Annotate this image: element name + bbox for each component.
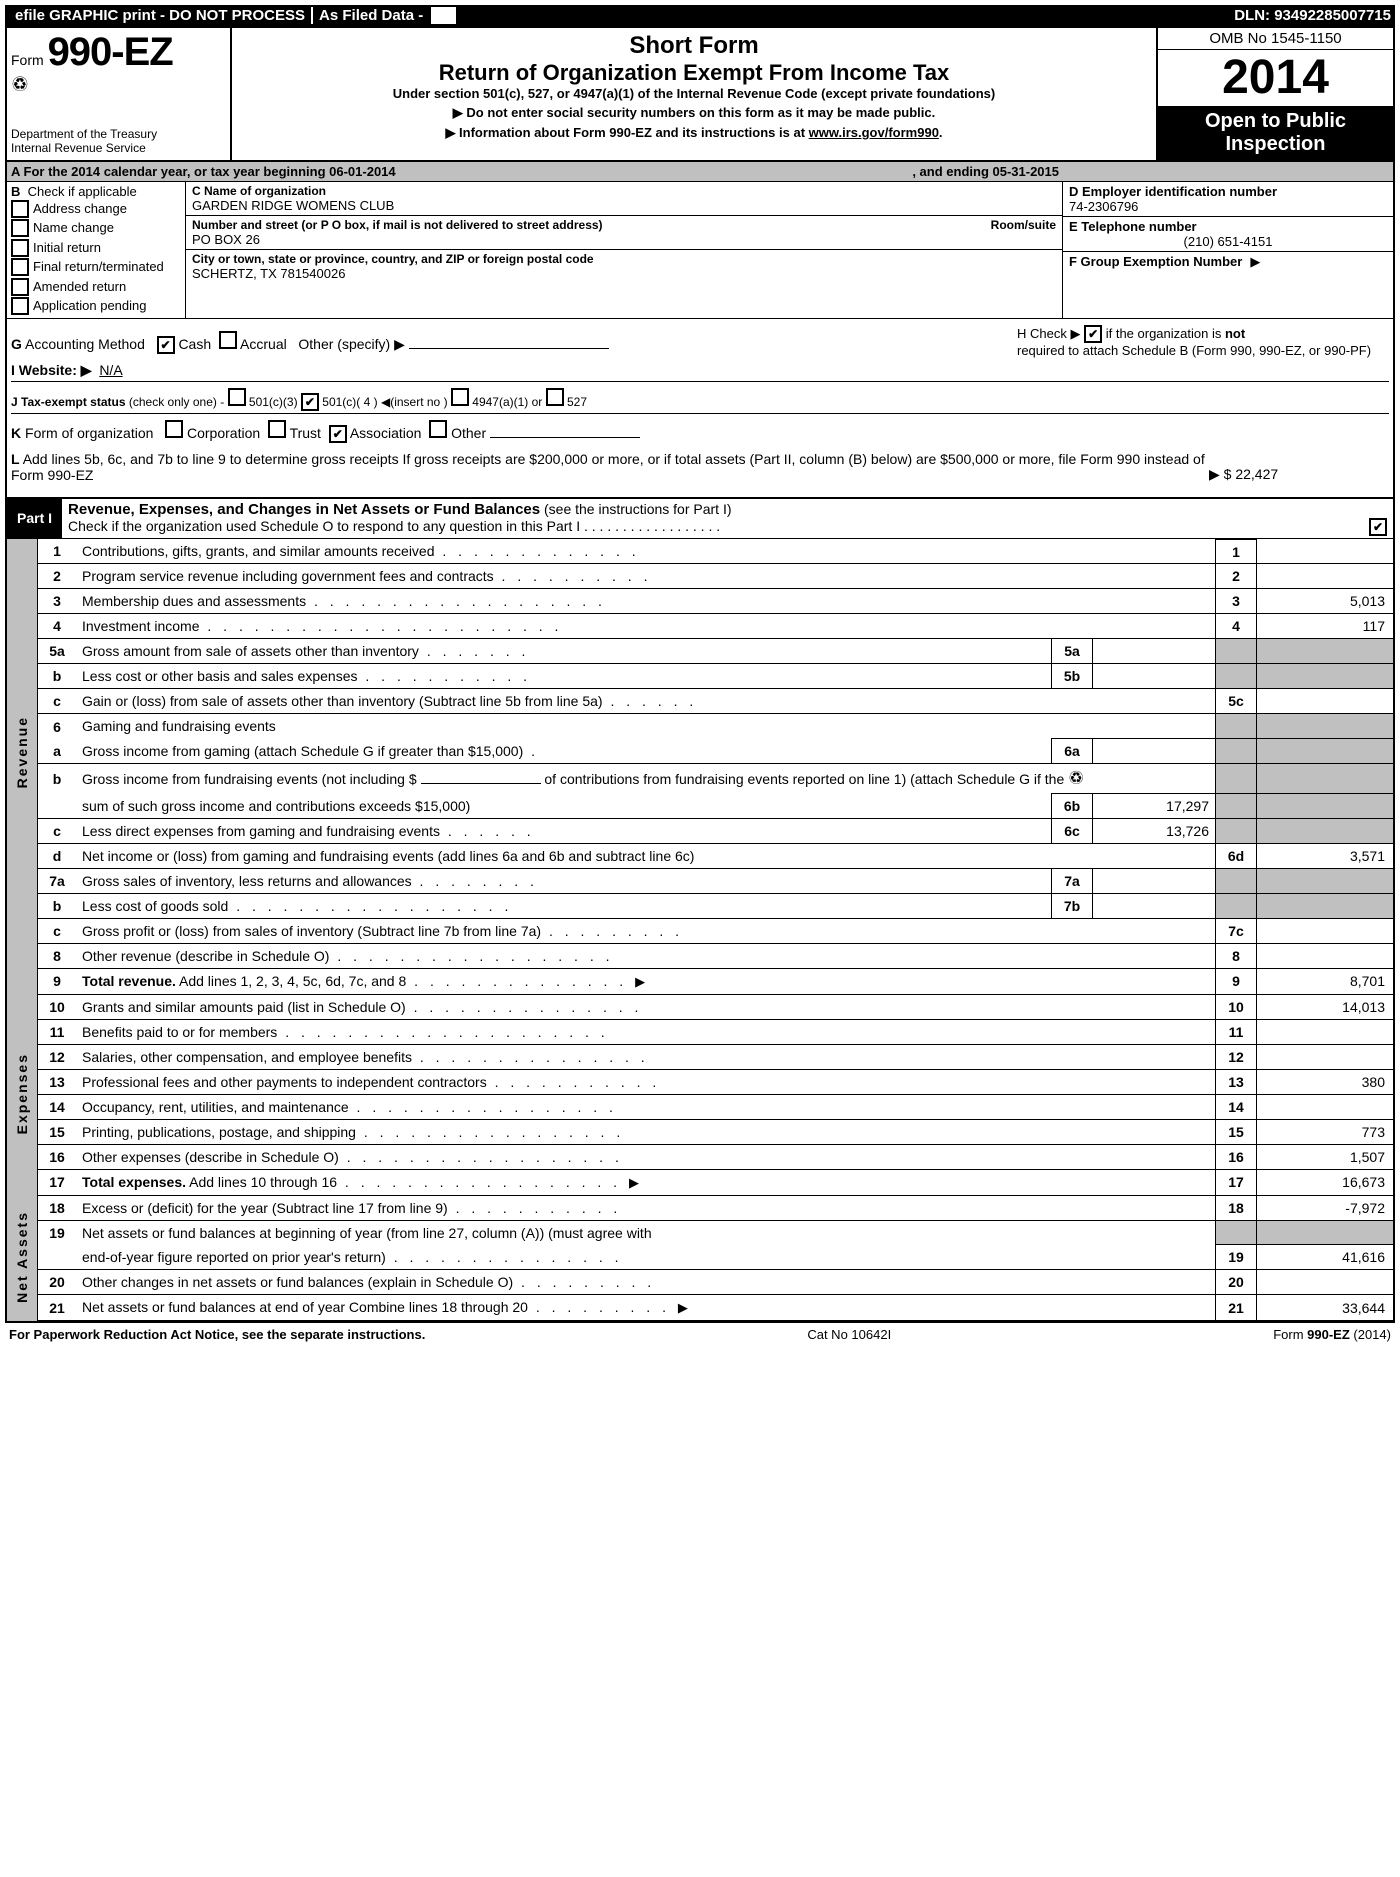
netassets-label: Net Assets bbox=[14, 1211, 30, 1303]
org-name: GARDEN RIDGE WOMENS CLUB bbox=[192, 198, 1056, 213]
line-k-form-org: K Form of organization Corporation Trust… bbox=[11, 420, 1389, 445]
irs-link[interactable]: www.irs.gov/form990 bbox=[809, 125, 939, 140]
line-4: 4 Investment income . . . . . . . . . . … bbox=[7, 614, 1393, 639]
cb-application-pending[interactable] bbox=[11, 297, 29, 315]
cb-527[interactable] bbox=[546, 388, 564, 406]
form-number: 990-EZ bbox=[48, 30, 173, 74]
line-7c: c Gross profit or (loss) from sales of i… bbox=[7, 918, 1393, 943]
row-a-tax-year: A For the 2014 calendar year, or tax yea… bbox=[7, 162, 1393, 182]
line-10: Expenses 10 Grants and similar amounts p… bbox=[7, 994, 1393, 1019]
form-frame: Form 990-EZ ♽ Department of the Treasury… bbox=[5, 26, 1395, 1323]
line-12: 12Salaries, other compensation, and empl… bbox=[7, 1044, 1393, 1069]
gross-receipts-value: $ 22,427 bbox=[1224, 466, 1279, 482]
line-5a: 5a Gross amount from sale of assets othe… bbox=[7, 639, 1393, 664]
line-13: 13Professional fees and other payments t… bbox=[7, 1069, 1393, 1094]
cb-schedule-o[interactable]: ✔ bbox=[1369, 518, 1387, 536]
line-l-gross-receipts: L Add lines 5b, 6c, and 7b to line 9 to … bbox=[11, 451, 1389, 485]
open-inspection: Open to Public Inspection bbox=[1158, 106, 1393, 160]
line-6d: d Net income or (loss) from gaming and f… bbox=[7, 843, 1393, 868]
org-street: PO BOX 26 bbox=[192, 232, 1056, 247]
ein-value: 74-2306796 bbox=[1069, 199, 1387, 214]
line-j-tax-status: J Tax-exempt status (check only one) - 5… bbox=[11, 388, 1389, 414]
form-header: Form 990-EZ ♽ Department of the Treasury… bbox=[7, 28, 1393, 162]
dln-label: DLN: 93492285007715 bbox=[1234, 7, 1391, 24]
form-title: Return of Organization Exempt From Incom… bbox=[236, 60, 1152, 86]
top-bar: efile GRAPHIC print - DO NOT PROCESS As … bbox=[5, 5, 1395, 26]
cb-address-change[interactable] bbox=[11, 200, 29, 218]
cb-association[interactable]: ✔ bbox=[329, 425, 347, 443]
revenue-label: Revenue bbox=[14, 716, 30, 788]
part-1-tab: Part I bbox=[7, 499, 62, 538]
line-15: 15Printing, publications, postage, and s… bbox=[7, 1119, 1393, 1144]
cb-h-checked[interactable]: ✔ bbox=[1084, 325, 1102, 343]
cb-trust[interactable] bbox=[268, 420, 286, 438]
line-16: 16Other expenses (describe in Schedule O… bbox=[7, 1144, 1393, 1169]
section-g-to-l: H Check ▶ ✔ if the organization is not r… bbox=[7, 319, 1393, 499]
line-2: 2 Program service revenue including gove… bbox=[7, 564, 1393, 589]
line-6b: b Gross income from fundraising events (… bbox=[7, 763, 1393, 793]
cb-501c3[interactable] bbox=[228, 388, 246, 406]
cb-corporation[interactable] bbox=[165, 420, 183, 438]
line-18: Net Assets 18 Excess or (deficit) for th… bbox=[7, 1195, 1393, 1220]
short-form-title: Short Form bbox=[236, 32, 1152, 60]
tiktok-icon: ♽ bbox=[1068, 768, 1084, 788]
cb-4947[interactable] bbox=[451, 388, 469, 406]
line-5b: b Less cost or other basis and sales exp… bbox=[7, 664, 1393, 689]
line-6: 6 Gaming and fundraising events bbox=[7, 714, 1393, 739]
line-6a: a Gross income from gaming (attach Sched… bbox=[7, 739, 1393, 764]
website-value: N/A bbox=[99, 362, 122, 378]
box-h-schedule-b: H Check ▶ ✔ if the organization is not r… bbox=[1017, 325, 1387, 358]
org-city: SCHERTZ, TX 781540026 bbox=[192, 266, 1056, 281]
form-subtitle: Under section 501(c), 527, or 4947(a)(1)… bbox=[236, 86, 1152, 101]
form-prefix: Form bbox=[11, 52, 44, 68]
line-5c: c Gain or (loss) from sale of assets oth… bbox=[7, 689, 1393, 714]
expenses-label: Expenses bbox=[14, 1053, 30, 1134]
line-19b: end-of-year figure reported on prior yea… bbox=[7, 1245, 1393, 1270]
cb-501c4[interactable]: ✔ bbox=[301, 393, 319, 411]
line-6b-sum: sum of such gross income and contributio… bbox=[7, 793, 1393, 818]
footer-form-ref: Form 990-EZ (2014) bbox=[1273, 1327, 1391, 1342]
line-1: Revenue 1 Contributions, gifts, grants, … bbox=[7, 539, 1393, 564]
cb-amended-return[interactable] bbox=[11, 278, 29, 296]
cb-initial-return[interactable] bbox=[11, 239, 29, 257]
line-9: 9 Total revenue. Add lines 1, 2, 3, 4, 5… bbox=[7, 968, 1393, 994]
cb-other[interactable] bbox=[429, 420, 447, 438]
col-b-checkboxes: B Check if applicable Address change Nam… bbox=[7, 182, 186, 318]
omb-number: OMB No 1545-1150 bbox=[1158, 28, 1393, 50]
col-d-e-f: D Employer identification number 74-2306… bbox=[1063, 182, 1393, 318]
recycle-icon: ♽ bbox=[11, 72, 226, 97]
line-8: 8 Other revenue (describe in Schedule O)… bbox=[7, 943, 1393, 968]
line-17: 17Total expenses. Add lines 10 through 1… bbox=[7, 1169, 1393, 1195]
page-footer: For Paperwork Reduction Act Notice, see … bbox=[5, 1323, 1395, 1346]
part-1-header: Part I Revenue, Expenses, and Changes in… bbox=[7, 499, 1393, 539]
cb-name-change[interactable] bbox=[11, 219, 29, 237]
phone-value: (210) 651-4151 bbox=[1069, 234, 1387, 249]
line-i-website: I Website: ▶ N/A bbox=[11, 362, 1389, 382]
line-20: 20Other changes in net assets or fund ba… bbox=[7, 1270, 1393, 1295]
asfiled-label: As Filed Data - bbox=[313, 7, 462, 24]
efile-label: efile GRAPHIC print - DO NOT PROCESS bbox=[9, 7, 313, 24]
footer-catno: Cat No 10642I bbox=[807, 1327, 891, 1342]
part-1-table: Revenue 1 Contributions, gifts, grants, … bbox=[7, 539, 1393, 1322]
col-c-org-info: C Name of organization GARDEN RIDGE WOME… bbox=[186, 182, 1063, 318]
line-19a: 19 Net assets or fund balances at beginn… bbox=[7, 1220, 1393, 1245]
line-6c: c Less direct expenses from gaming and f… bbox=[7, 818, 1393, 843]
line-11: 11Benefits paid to or for members . . . … bbox=[7, 1019, 1393, 1044]
line-7a: 7a Gross sales of inventory, less return… bbox=[7, 868, 1393, 893]
asfiled-blank bbox=[431, 7, 456, 24]
dept-treasury: Department of the Treasury bbox=[11, 127, 226, 141]
dept-irs: Internal Revenue Service bbox=[11, 141, 226, 155]
instruction-1: ▶ Do not enter social security numbers o… bbox=[236, 105, 1152, 121]
line-7b: b Less cost of goods sold . . . . . . . … bbox=[7, 893, 1393, 918]
line-21: 21Net assets or fund balances at end of … bbox=[7, 1295, 1393, 1321]
line-14: 14Occupancy, rent, utilities, and mainte… bbox=[7, 1094, 1393, 1119]
cb-final-return[interactable] bbox=[11, 258, 29, 276]
footer-left: For Paperwork Reduction Act Notice, see … bbox=[9, 1327, 425, 1342]
instruction-2: ▶ Information about Form 990-EZ and its … bbox=[236, 125, 1152, 141]
section-b-to-f: B Check if applicable Address change Nam… bbox=[7, 182, 1393, 319]
cb-accrual[interactable] bbox=[219, 331, 237, 349]
tax-year: 2014 bbox=[1158, 50, 1393, 106]
line-3: 3 Membership dues and assessments . . . … bbox=[7, 589, 1393, 614]
cb-cash[interactable]: ✔ bbox=[157, 336, 175, 354]
